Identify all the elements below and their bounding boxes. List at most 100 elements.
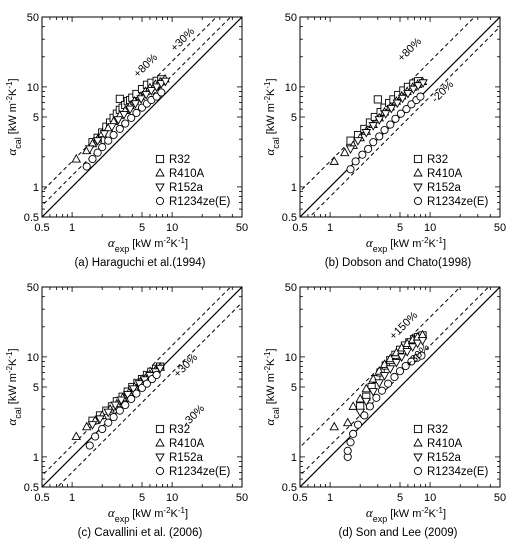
legend-marker-triangle-down: [413, 453, 423, 463]
x-tick-label: 5: [397, 222, 403, 234]
legend-label: R32: [427, 154, 448, 166]
y-tick-label: 50: [285, 12, 297, 24]
reference-lines: [300, 287, 500, 487]
point-R1234ze(E): [390, 372, 399, 382]
point-R152a: [128, 385, 139, 394]
legend-label: R1234ze(E): [427, 196, 489, 208]
x-tick-label: 1: [327, 492, 333, 504]
y-tick-label: 5: [291, 112, 297, 124]
point-R410A: [348, 401, 358, 410]
point-R1234ze(E): [416, 92, 425, 101]
point-R1234ze(E): [375, 132, 384, 141]
point-R1234ze(E): [121, 400, 130, 410]
point-R152a: [418, 79, 428, 88]
point-R152a: [408, 85, 419, 95]
legend-marker-triangle-up: [155, 437, 165, 447]
legend-label: R32: [169, 424, 190, 436]
x-tick-label: 50: [236, 222, 248, 234]
y-tick-label: 1: [291, 452, 297, 464]
point-R1234ze(E): [121, 119, 130, 128]
x-tick-label: 0.5: [292, 222, 307, 234]
point-R1234ze(E): [91, 432, 100, 441]
point-R410A: [339, 147, 350, 157]
legend-label: R410A: [427, 168, 462, 180]
y-axis-label: αcal[kW m-2K-1]: [262, 348, 281, 425]
reference-lines: [42, 17, 242, 217]
legend-marker-triangle-up: [413, 167, 423, 177]
point-R152a: [156, 80, 167, 89]
point-R152a: [92, 137, 103, 146]
error-band-label: -20%: [430, 78, 457, 105]
x-tick-label: 5: [139, 492, 145, 504]
point-R410A: [361, 383, 372, 393]
y-tick-label: 10: [285, 82, 297, 94]
data-points: [329, 76, 428, 174]
legend-marker-triangle-down: [155, 453, 165, 463]
x-axis-label: αexp [kW m-2K-1]: [366, 505, 446, 524]
point-R1234ze(E): [98, 424, 107, 434]
ticks: [299, 16, 501, 218]
y-tick-label: 5: [33, 112, 39, 124]
panel-caption: (b) Dobson and Chato(1998): [325, 257, 472, 269]
point-R1234ze(E): [157, 88, 166, 97]
y-tick-label: 50: [285, 282, 297, 294]
x-tick-label: 0.5: [292, 492, 307, 504]
point-R152a: [353, 137, 363, 146]
point-R1234ze(E): [401, 361, 410, 371]
parity-line: [300, 287, 500, 487]
point-R152a: [146, 87, 157, 96]
point-R1234ze(E): [88, 154, 97, 164]
point-R152a: [110, 401, 121, 411]
legend-label: R152a: [169, 182, 203, 194]
panel-caption: (d) Son and Lee (2009): [339, 527, 458, 539]
point-R410A: [81, 421, 92, 431]
ticks: [41, 286, 243, 488]
legend-marker-triangle-up: [413, 437, 423, 447]
x-axis-label: αexp [kW m-2K-1]: [366, 235, 446, 254]
panel-caption: (c) Cavallini et al. (2006): [78, 527, 203, 539]
y-tick-label: 5: [291, 382, 297, 394]
legend-label: R1234ze(E): [169, 466, 231, 478]
x-tick-label: 1: [69, 492, 75, 504]
point-R152a: [379, 372, 390, 381]
legend-label: R32: [427, 424, 448, 436]
point-R152a: [385, 365, 396, 374]
point-R1234ze(E): [402, 105, 411, 114]
point-R152a: [155, 364, 165, 374]
legend-marker-triangle-down: [155, 183, 165, 193]
point-R410A: [342, 417, 353, 427]
point-R1234ze(E): [384, 379, 393, 388]
legend-label: R152a: [169, 452, 203, 464]
x-tick-label: 0.5: [34, 222, 49, 234]
point-R152a: [374, 116, 385, 125]
point-R152a: [396, 353, 407, 363]
point-R152a: [392, 99, 403, 109]
point-R1234ze(E): [132, 108, 141, 117]
point-R1234ze(E): [93, 148, 102, 157]
point-R1234ze(E): [109, 413, 118, 422]
point-R1234ze(E): [142, 379, 151, 388]
x-tick-label: 5: [397, 492, 403, 504]
x-tick-label: 50: [494, 492, 506, 504]
point-R1234ze(E): [369, 138, 378, 147]
x-tick-label: 1: [327, 222, 333, 234]
point-R152a: [374, 379, 385, 388]
legend-marker-circle: [155, 466, 165, 476]
point-R32: [115, 94, 124, 103]
legend-label: R410A: [427, 438, 462, 450]
x-axis-label: αexp [kW m-2K-1]: [108, 505, 188, 524]
legend-label: R410A: [169, 168, 204, 180]
panel-caption: (a) Haraguchi et al.(1994): [74, 257, 205, 269]
x-tick-label: 10: [424, 492, 436, 504]
point-R1234ze(E): [380, 126, 389, 135]
point-R1234ze(E): [82, 162, 91, 171]
point-R152a: [125, 105, 135, 115]
y-axis-label: αcal[kW m-2K-1]: [4, 78, 23, 155]
point-R410A: [71, 153, 82, 163]
point-R152a: [95, 415, 105, 425]
point-R1234ze(E): [391, 114, 400, 123]
point-R152a: [368, 122, 379, 131]
data-points: [71, 362, 165, 450]
point-R1234ze(E): [377, 386, 387, 395]
